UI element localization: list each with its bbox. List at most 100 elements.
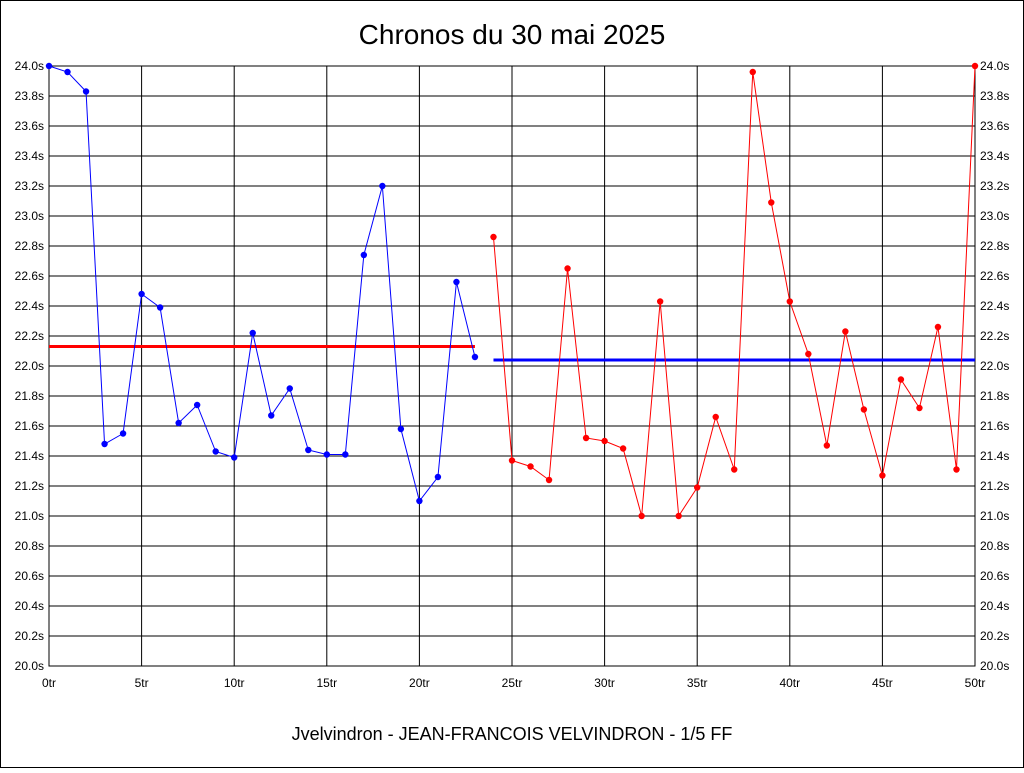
y-tick-label-right: 22.8s bbox=[980, 239, 1009, 253]
data-point bbox=[268, 412, 275, 419]
data-point bbox=[675, 512, 682, 520]
data-point bbox=[656, 298, 664, 305]
x-tick-label: 10tr bbox=[224, 676, 245, 690]
x-tick-label: 50tr bbox=[965, 676, 986, 690]
data-point bbox=[694, 484, 701, 491]
data-point bbox=[286, 385, 293, 392]
grid bbox=[48, 65, 976, 667]
y-tick-label-right: 21.2s bbox=[980, 479, 1009, 493]
y-tick-label-left: 20.2s bbox=[15, 629, 44, 643]
y-tick-label-left: 20.4s bbox=[15, 599, 44, 613]
data-point bbox=[971, 62, 979, 70]
data-point bbox=[879, 472, 886, 479]
data-point bbox=[193, 401, 201, 409]
y-tick-label-right: 20.6s bbox=[980, 569, 1009, 583]
data-point bbox=[508, 457, 516, 464]
y-tick-label-left: 23.6s bbox=[15, 119, 44, 133]
data-point bbox=[138, 290, 145, 298]
data-point bbox=[638, 512, 645, 520]
data-point bbox=[490, 233, 497, 241]
data-point bbox=[860, 406, 868, 413]
y-tick-label-left: 23.4s bbox=[15, 149, 44, 163]
data-point bbox=[82, 88, 90, 95]
y-tick-label-left: 22.4s bbox=[15, 299, 44, 313]
x-tick-label: 35tr bbox=[687, 676, 708, 690]
y-tick-label-left: 21.8s bbox=[15, 389, 44, 403]
y-tick-label-right: 22.2s bbox=[980, 329, 1009, 343]
y-tick-label-right: 20.0s bbox=[980, 659, 1009, 673]
data-point bbox=[527, 463, 534, 470]
y-tick-label-right: 21.4s bbox=[980, 449, 1009, 463]
data-point bbox=[471, 353, 479, 361]
y-tick-label-left: 21.2s bbox=[15, 479, 44, 493]
x-tick-label: 15tr bbox=[316, 676, 337, 690]
axes: 20.0s 20.0s 20.2s 20.2s 20.4s 20.4s 20.6s 20.6s… bbox=[15, 59, 1010, 690]
data-point bbox=[323, 451, 330, 458]
y-tick-label-right: 23.4s bbox=[980, 149, 1009, 163]
y-tick-label-right: 22.6s bbox=[980, 269, 1009, 283]
data-point bbox=[953, 466, 960, 473]
data-point bbox=[379, 182, 386, 190]
y-tick-label-left: 22.6s bbox=[15, 269, 44, 283]
data-point bbox=[156, 304, 164, 311]
data-point bbox=[842, 328, 849, 335]
x-tick-label: 45tr bbox=[872, 676, 893, 690]
y-tick-label-left: 23.0s bbox=[15, 209, 44, 223]
x-tick-label: 0tr bbox=[42, 676, 56, 690]
y-tick-label-left: 20.8s bbox=[15, 539, 44, 553]
data-point bbox=[916, 404, 923, 412]
data-point bbox=[805, 350, 812, 358]
x-tick-label: 20tr bbox=[409, 676, 430, 690]
data-point bbox=[712, 413, 719, 421]
data-point bbox=[564, 265, 571, 272]
y-tick-label-right: 22.0s bbox=[980, 359, 1009, 373]
y-tick-label-right: 23.8s bbox=[980, 89, 1009, 103]
data-point bbox=[601, 437, 608, 445]
y-tick-label-right: 22.4s bbox=[980, 299, 1009, 313]
y-tick-label-left: 24.0s bbox=[15, 59, 44, 73]
y-tick-label-right: 23.6s bbox=[980, 119, 1009, 133]
y-tick-label-right: 23.2s bbox=[980, 179, 1009, 193]
y-tick-label-left: 22.8s bbox=[15, 239, 44, 253]
y-tick-label-right: 23.0s bbox=[980, 209, 1009, 223]
data-point bbox=[231, 454, 238, 461]
y-tick-label-left: 23.8s bbox=[15, 89, 44, 103]
data-point bbox=[897, 376, 905, 383]
data-point bbox=[786, 298, 793, 305]
data-point bbox=[45, 62, 53, 70]
data-point bbox=[397, 425, 405, 433]
x-tick-label: 40tr bbox=[779, 676, 800, 690]
y-tick-label-left: 21.6s bbox=[15, 419, 44, 433]
data-point bbox=[64, 68, 71, 76]
data-point bbox=[619, 445, 627, 452]
data-point bbox=[749, 68, 756, 76]
reference-lines bbox=[49, 345, 975, 362]
y-tick-label-right: 24.0s bbox=[980, 59, 1009, 73]
data-point bbox=[768, 199, 775, 206]
data-point bbox=[934, 323, 942, 331]
data-point bbox=[249, 329, 256, 337]
data-point bbox=[434, 473, 442, 481]
series bbox=[45, 62, 979, 520]
y-tick-label-left: 20.0s bbox=[15, 659, 44, 673]
y-tick-label-right: 20.8s bbox=[980, 539, 1009, 553]
chart-title: Chronos du 30 mai 2025 bbox=[359, 19, 666, 50]
y-tick-label-right: 21.6s bbox=[980, 419, 1009, 433]
data-point bbox=[731, 466, 738, 473]
data-point bbox=[175, 419, 182, 427]
data-point bbox=[305, 446, 312, 454]
data-point bbox=[582, 434, 590, 442]
y-tick-label-right: 20.4s bbox=[980, 599, 1009, 613]
chart-footer: Jvelvindron - JEAN-FRANCOIS VELVINDRON -… bbox=[292, 724, 733, 744]
y-tick-label-left: 22.2s bbox=[15, 329, 44, 343]
data-point bbox=[545, 476, 553, 484]
y-tick-label-right: 21.0s bbox=[980, 509, 1009, 523]
data-point bbox=[453, 278, 460, 286]
y-tick-label-right: 20.2s bbox=[980, 629, 1009, 643]
data-point bbox=[416, 497, 423, 505]
x-tick-label: 5tr bbox=[135, 676, 149, 690]
y-tick-label-left: 23.2s bbox=[15, 179, 44, 193]
data-point bbox=[212, 448, 219, 455]
